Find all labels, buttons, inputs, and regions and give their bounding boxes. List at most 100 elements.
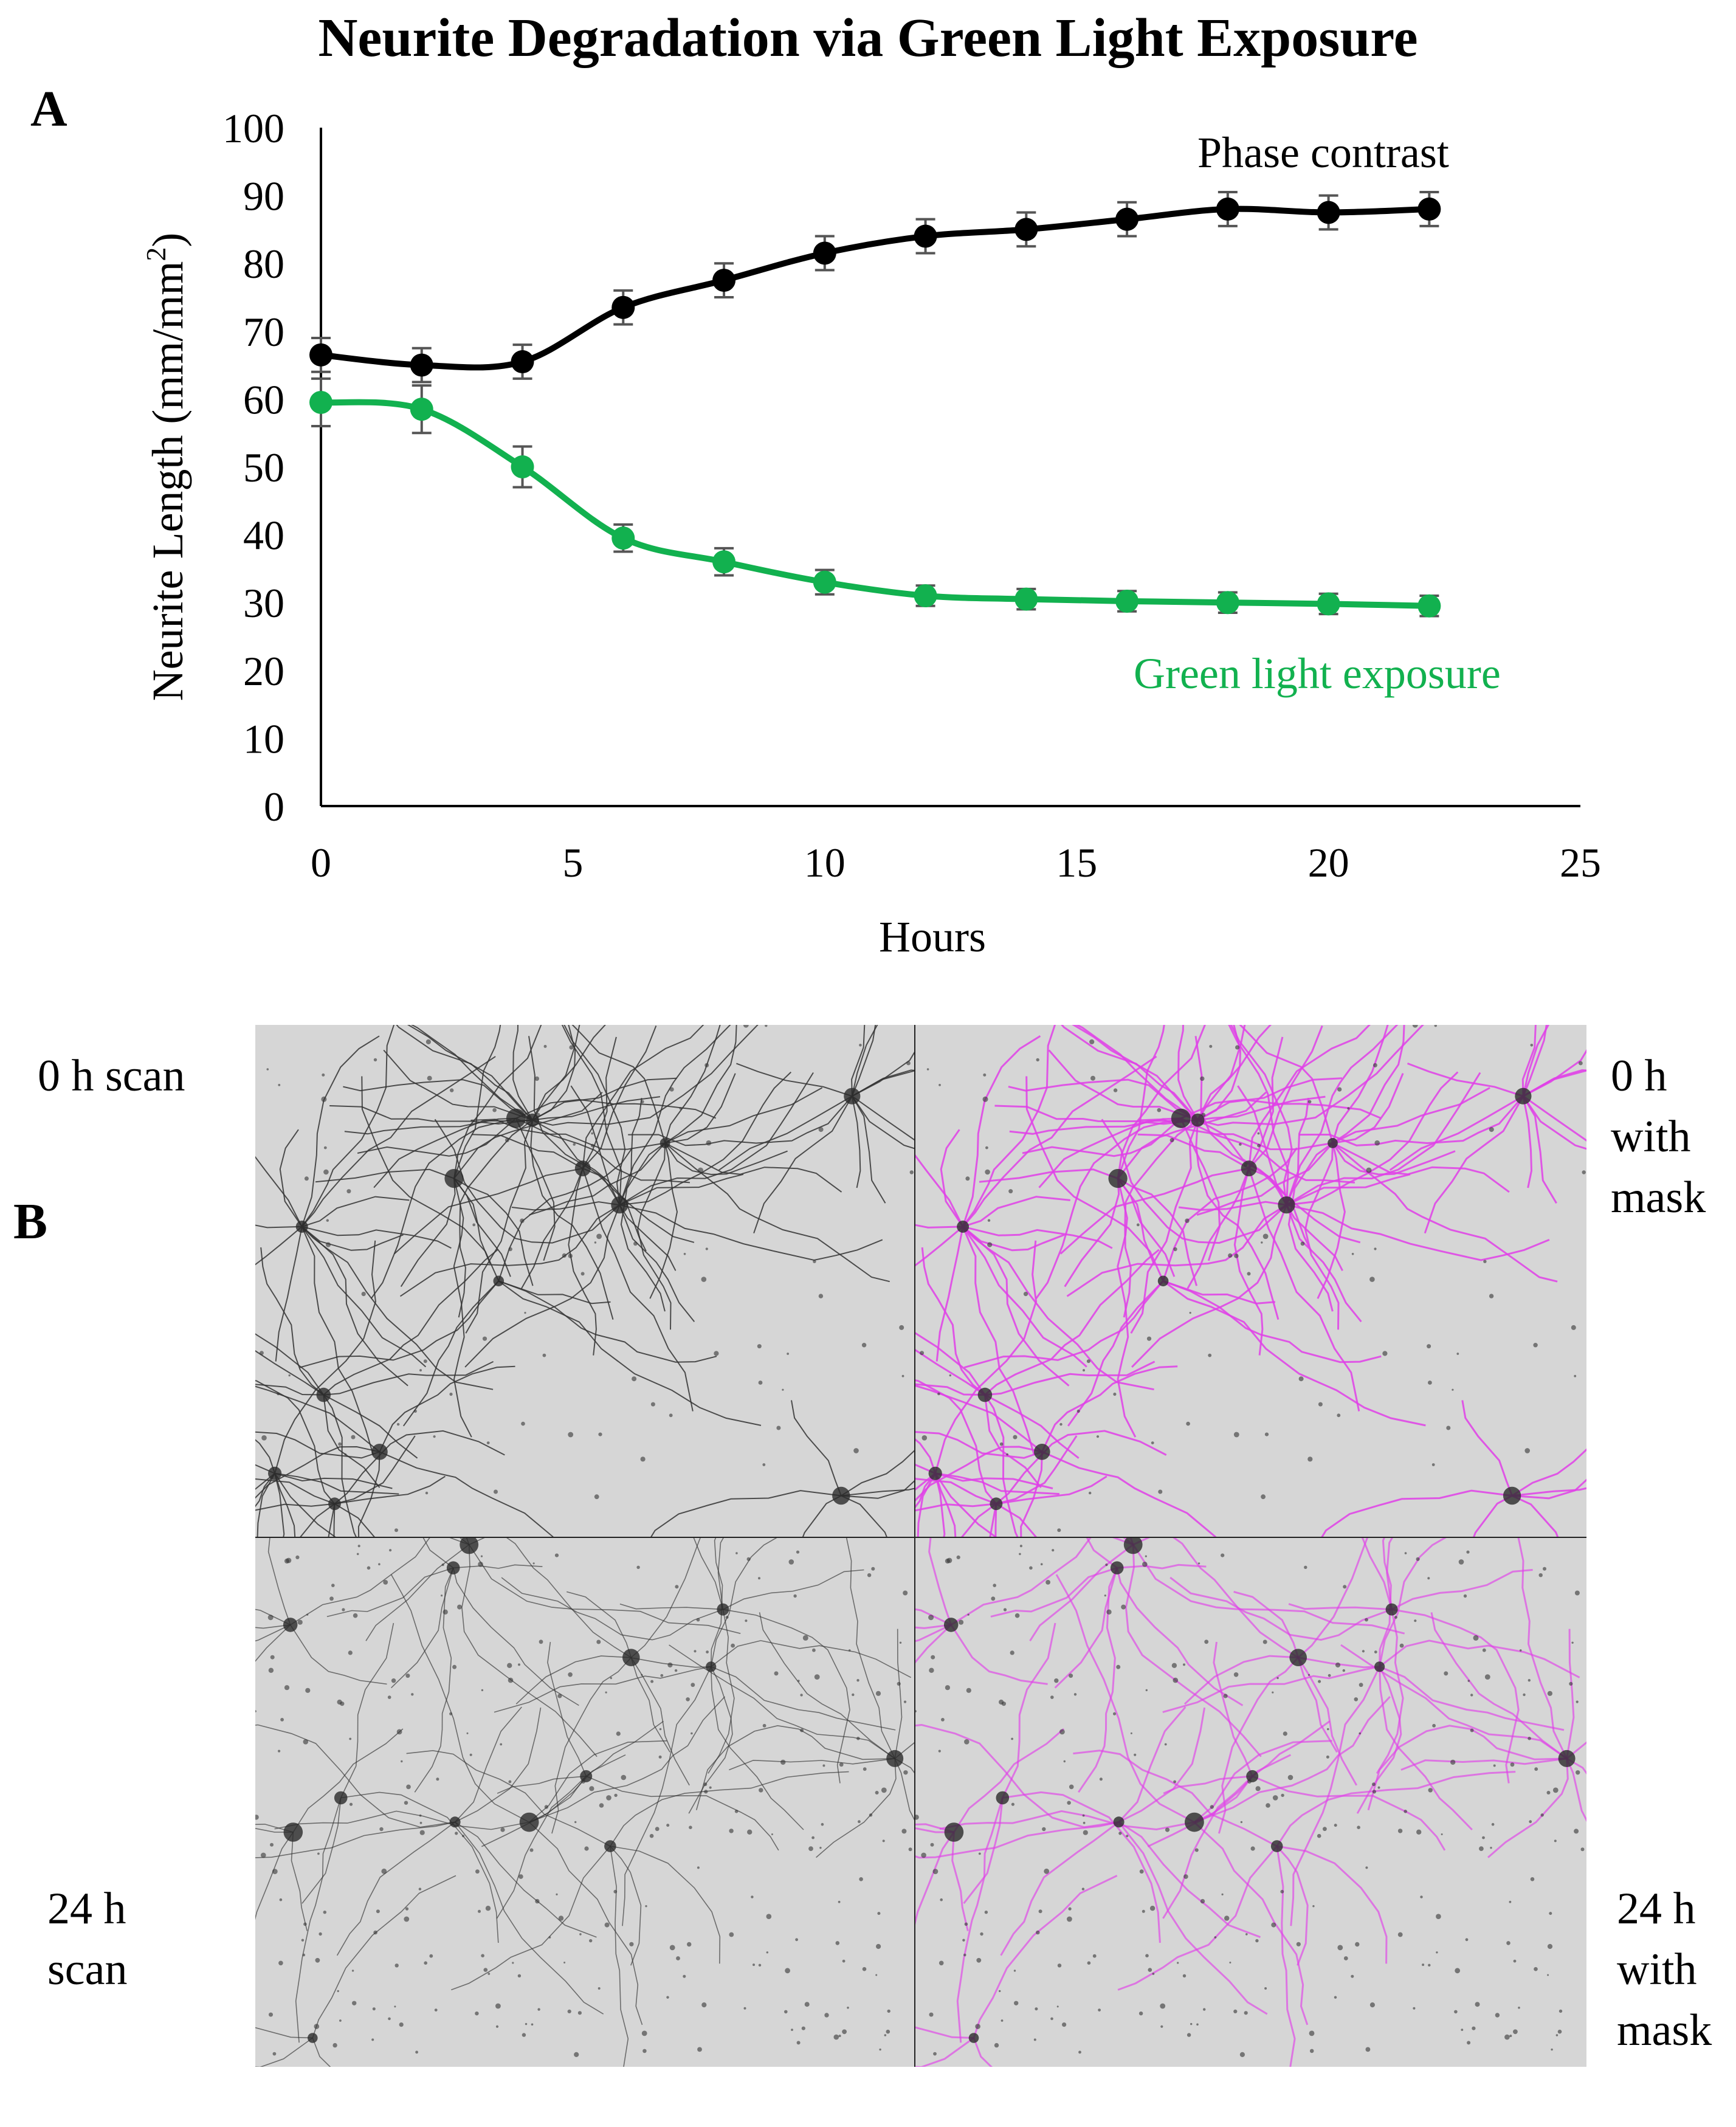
debris-dot <box>921 1852 926 1858</box>
debris-dot <box>1013 1435 1018 1439</box>
neurite-trace <box>511 1201 620 1211</box>
neurite-trace <box>622 1666 712 1926</box>
neurite-trace <box>255 1724 455 1828</box>
data-point <box>712 269 736 292</box>
neurite-trace <box>547 1641 587 1777</box>
debris-dot <box>1210 1805 1214 1809</box>
debris-dot <box>1555 2034 1559 2036</box>
figure-title: Neurite Degradation via Green Light Expo… <box>318 8 1418 68</box>
neurite-mask-trace <box>953 1728 1065 1833</box>
debris-dot <box>985 1169 990 1175</box>
debris-dot <box>508 1780 512 1784</box>
debris-dot <box>1201 1112 1206 1117</box>
debris-dot <box>1063 1760 1066 1763</box>
cell-body <box>844 1088 861 1105</box>
debris-dot <box>1482 1836 1485 1839</box>
neurite-mask-trace <box>1061 1025 1199 1121</box>
neurite-mask-trace <box>915 1723 1119 1829</box>
debris-dot <box>842 2029 847 2035</box>
neurite-trace <box>630 1657 690 1786</box>
debris-dot <box>1365 1618 1368 1622</box>
debris-dot <box>569 1045 574 1050</box>
micrograph-24h-mask <box>915 1538 1586 2067</box>
debris-dot <box>1372 1782 1376 1787</box>
debris-dot <box>1271 1922 1276 1928</box>
cell-body <box>1241 1160 1257 1177</box>
debris-dot <box>1351 1253 1354 1255</box>
neurite-trace <box>414 1567 454 1793</box>
debris-dot <box>714 1351 719 1356</box>
neurite-mask-trace <box>1286 1204 1550 1261</box>
label-line: mask <box>1611 1173 1706 1222</box>
debris-dot <box>824 2013 829 2018</box>
neurite-trace <box>521 1168 584 1289</box>
neurite-mask-trace <box>1248 1036 1284 1169</box>
debris-dot <box>691 1683 695 1687</box>
neurite-mask-trace <box>1239 1025 1334 1143</box>
debris-dot <box>753 1963 755 1967</box>
neurite-trace <box>379 1365 515 1452</box>
debris-dot <box>577 1162 582 1167</box>
debris-dot <box>455 1832 458 1835</box>
neurite-trace <box>390 1574 529 1823</box>
debris-dot <box>1475 2002 1480 2007</box>
debris-dot <box>1221 1893 1224 1895</box>
debris-dot <box>1229 1962 1231 1963</box>
data-point <box>1417 197 1441 221</box>
cell-body <box>1185 1812 1204 1832</box>
debris-dot <box>1528 1679 1531 1682</box>
debris-dot <box>762 1463 766 1466</box>
neurite-trace <box>455 1821 597 1938</box>
neurite-trace <box>340 1622 394 1798</box>
neurite-trace <box>664 1087 823 1144</box>
debris-dot <box>881 1787 887 1793</box>
neurite-mask-trace <box>1123 1119 1199 1318</box>
debris-dot <box>994 2043 999 2048</box>
micrograph-0h-mask <box>915 1025 1586 1537</box>
neurite-trace <box>851 1025 878 1097</box>
neurite-mask-trace <box>1522 1025 1548 1097</box>
debris-dot <box>1307 1674 1311 1676</box>
debris-dot <box>687 1942 692 1947</box>
debris-dot <box>1036 1930 1040 1935</box>
debris-dot <box>1158 1489 1163 1494</box>
neurite-trace <box>528 1036 621 1205</box>
neurite-mask-trace <box>1386 1538 1393 1610</box>
debris-dot <box>859 1877 863 1881</box>
debris-dot <box>1272 1795 1278 1801</box>
debris-dot <box>920 1351 925 1356</box>
debris-dot <box>599 1803 604 1808</box>
debris-dot <box>1362 1650 1365 1653</box>
neurite-trace <box>610 1846 721 1964</box>
neurite-mask-trace <box>1178 1201 1287 1211</box>
neurite-trace <box>255 1380 336 1505</box>
debris-dot <box>404 1916 410 1922</box>
debris-dot <box>518 1663 520 1666</box>
debris-dot <box>1450 1759 1456 1765</box>
debris-dot <box>449 1392 453 1396</box>
debris-dot <box>982 1096 988 1102</box>
neurite-mask-trace <box>962 1035 1041 1227</box>
debris-dot <box>590 1143 594 1148</box>
neurite-mask-trace <box>984 1394 1080 1459</box>
debris-dot <box>411 1693 414 1696</box>
cell-body <box>493 1275 505 1287</box>
neurite-mask-trace <box>1230 1025 1293 1205</box>
neurite-mask-trace <box>915 1154 964 1227</box>
neurite-mask-trace <box>1379 1666 1565 1731</box>
neurite-mask-trace <box>1233 1168 1264 1356</box>
neurite-mask-trace <box>990 1567 1118 1618</box>
debris-dot <box>933 2052 937 2056</box>
debris-dot <box>852 1693 855 1697</box>
neurite-trace <box>434 1119 621 1244</box>
neurite-mask-trace <box>1248 1025 1371 1169</box>
panel-a-label: A <box>30 81 67 137</box>
debris-dot <box>1067 1916 1072 1922</box>
debris-dot <box>356 1553 359 1556</box>
data-point <box>1115 589 1139 613</box>
neurite-mask-trace <box>962 1226 1070 1387</box>
debris-dot <box>882 1839 885 1843</box>
neurite-trace <box>515 1118 556 1261</box>
debris-dot <box>869 1813 873 1817</box>
debris-dot <box>746 1557 751 1561</box>
